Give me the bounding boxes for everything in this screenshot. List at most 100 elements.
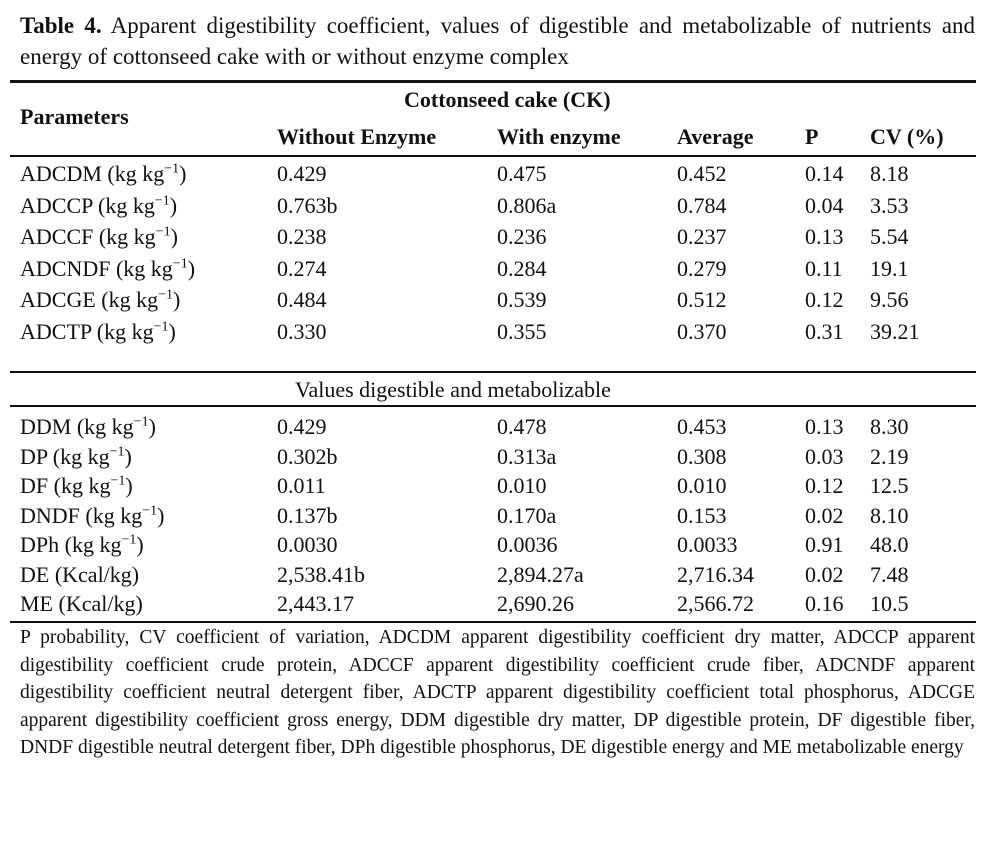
parameter-name: DP (kg kg [20,443,110,469]
unit-exponent: −1 [109,444,125,460]
header-column: CV (%) [870,124,944,149]
unit-exponent: −1 [142,503,158,519]
table-cell: 0.14 [805,161,844,186]
table-cell: 2,690.26 [497,591,574,616]
table-cell: 0.302b [277,443,338,469]
table-cell: 0.010 [497,473,547,498]
parameter-name: DDM (kg kg [20,414,134,439]
header-column: With enzyme [497,124,621,149]
table-cell: 0.453 [677,414,727,439]
row-parameter: DE (Kcal/kg) [20,562,139,588]
table-cell: 0.429 [277,161,327,186]
table-cell: 2,566.72 [677,591,754,616]
parameter-name: DNDF (kg kg [20,502,143,528]
table-cell: 0.478 [497,414,547,439]
row-parameter: ME (Kcal/kg) [20,591,143,617]
unit-close: ) [124,443,132,469]
table-cell: 0.04 [805,192,844,218]
parameter-name: ADCDM (kg kg [20,161,165,186]
parameter-name: ADCNDF (kg kg [20,255,173,281]
table-cell: 0.308 [677,443,727,469]
table-cell: 2,443.17 [277,591,354,616]
table-cell: 2,538.41b [277,561,365,587]
table-cell: 0.13 [805,414,844,439]
table-cell: 0.484 [277,287,327,312]
parameter-name: DF (kg kg [20,473,111,498]
row-parameter: DF (kg kg−1) [20,473,133,499]
table-cell: 0.512 [677,287,727,312]
unit-close: ) [148,414,156,439]
table-cell: 0.452 [677,161,727,186]
header-column: P [805,124,819,149]
table-cell: 0.153 [677,502,727,528]
parameter-name: ADCTP (kg kg [20,318,154,344]
table-cell: 0.355 [497,318,547,344]
row-parameter: ADCDM (kg kg−1) [20,161,186,187]
table-cell: 0.011 [277,473,326,498]
row-parameter: DNDF (kg kg−1) [20,503,164,529]
table-cell: 8.10 [870,502,909,528]
unit-close: ) [170,224,178,249]
table-cell: 19.1 [870,255,909,281]
unit-close: ) [173,287,181,312]
table-cell: 0.236 [497,224,547,249]
table-cell: 2,716.34 [677,561,754,587]
table-cell: 0.12 [805,287,844,312]
table-cell: 0.137b [277,502,338,528]
unit-exponent: −1 [121,532,137,548]
table-label: Table 4. [20,13,102,38]
parameter-name: ME (Kcal/kg) [20,591,143,616]
table-cell: 0.279 [677,255,727,281]
table-cell: 0.010 [677,473,727,498]
unit-close: ) [169,192,178,218]
table-cell: 0.370 [677,318,727,344]
table-cell: 0.763b [277,192,338,218]
table-cell: 0.02 [805,561,844,587]
table-cell: 8.18 [870,161,909,186]
parameter-name: ADCCP (kg kg [20,192,155,218]
table-cell: 0.0033 [677,532,738,557]
table-cell: 3.53 [870,192,909,218]
unit-close: ) [168,318,176,344]
table-cell: 0.91 [805,532,844,557]
row-parameter: DPh (kg kg−1) [20,532,144,558]
table-cell: 2.19 [870,443,909,469]
table-cell: 0.16 [805,591,844,616]
caption-text: Apparent digestibility coefficient, valu… [20,13,975,69]
row-parameter: ADCTP (kg kg−1) [20,319,176,345]
table-cell: 0.238 [277,224,327,249]
unit-exponent: −1 [158,287,174,303]
table-cell: 0.0036 [497,532,558,557]
unit-close: ) [136,532,144,557]
table-cell: 0.330 [277,318,327,344]
row-parameter: ADCCP (kg kg−1) [20,193,177,219]
table-cell: 0.237 [677,224,727,249]
unit-exponent: −1 [153,319,169,335]
table-cell: 8.30 [870,414,909,439]
table-cell: 0.313a [497,443,557,469]
parameter-name: DE (Kcal/kg) [20,561,140,587]
header-parameters: Parameters [20,104,129,129]
row-parameter: DDM (kg kg−1) [20,414,156,440]
header-column: Average [677,124,754,149]
bottom-rule [10,621,976,623]
table-cell: 5.54 [870,224,909,249]
unit-exponent: −1 [154,193,170,209]
table-cell: 9.56 [870,287,909,312]
section-rule-top [10,371,976,373]
section2-title: Values digestible and metabolizable [295,377,611,402]
parameter-name: ADCCF (kg kg [20,224,156,249]
table-cell: 0.03 [805,443,844,469]
table-cell: 0.806a [497,192,557,218]
table-caption: Table 4. Apparent digestibility coeffici… [20,10,975,72]
unit-exponent: −1 [155,224,171,240]
table-cell: 0.11 [805,255,843,281]
unit-close: ) [125,473,133,498]
table-cell: 0.475 [497,161,547,186]
header-group: Cottonseed cake (CK) [404,87,611,112]
section-rule-bottom [10,405,976,407]
table-cell: 48.0 [870,532,909,557]
table-cell: 2,894.27a [497,561,584,587]
table-cell: 0.12 [805,473,844,498]
table-footnote: P probability, CV coefficient of variati… [20,627,975,758]
